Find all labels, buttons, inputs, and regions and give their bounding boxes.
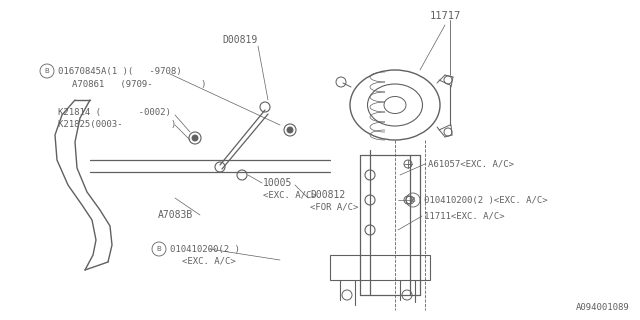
Text: D00819: D00819 xyxy=(222,35,257,45)
Text: 10005: 10005 xyxy=(263,178,292,188)
Circle shape xyxy=(287,127,293,133)
Text: 11717: 11717 xyxy=(430,11,461,21)
Circle shape xyxy=(192,135,198,141)
Text: 11711<EXC. A/C>: 11711<EXC. A/C> xyxy=(424,212,504,220)
Text: 010410200(2 )<EXC. A/C>: 010410200(2 )<EXC. A/C> xyxy=(424,196,548,204)
Text: B: B xyxy=(45,68,49,74)
Text: <FOR A/C>: <FOR A/C> xyxy=(310,203,358,212)
Text: <EXC. A/C>: <EXC. A/C> xyxy=(263,190,317,199)
Text: B: B xyxy=(157,246,161,252)
Text: A7083B: A7083B xyxy=(158,210,193,220)
Text: K21814 (       -0002): K21814 ( -0002) xyxy=(58,108,171,116)
Text: 010410200(2 ): 010410200(2 ) xyxy=(170,244,240,253)
Text: D00812: D00812 xyxy=(310,190,345,200)
Text: A094001089: A094001089 xyxy=(576,303,630,312)
Text: K21825(0003-         ): K21825(0003- ) xyxy=(58,119,176,129)
Text: A70861   (9709-         ): A70861 (9709- ) xyxy=(72,79,206,89)
Text: 01670845A(1 )(   -9708): 01670845A(1 )( -9708) xyxy=(58,67,182,76)
Text: A61057<EXC. A/C>: A61057<EXC. A/C> xyxy=(428,159,514,169)
Text: B: B xyxy=(411,197,415,203)
Text: <EXC. A/C>: <EXC. A/C> xyxy=(182,257,236,266)
